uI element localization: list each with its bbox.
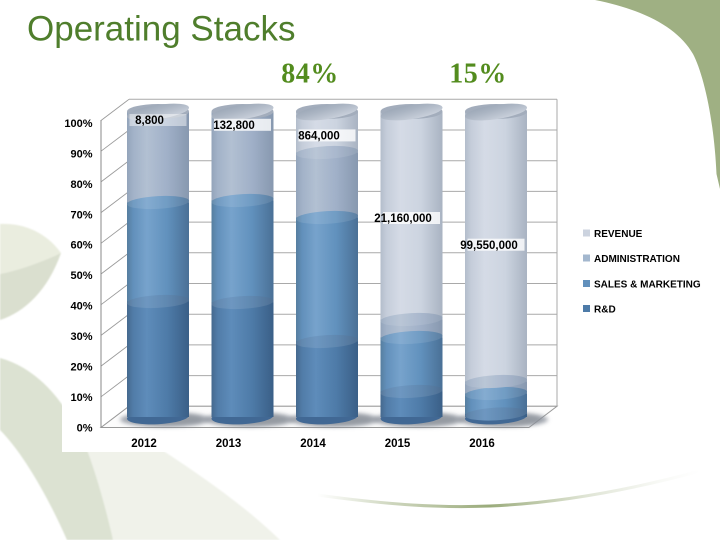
svg-text:99,550,000: 99,550,000 <box>460 240 518 252</box>
svg-text:70%: 70% <box>70 209 92 221</box>
svg-text:10%: 10% <box>70 392 92 404</box>
svg-text:20%: 20% <box>70 362 92 374</box>
svg-text:864,000: 864,000 <box>298 131 340 143</box>
svg-text:132,800: 132,800 <box>213 120 255 132</box>
svg-text:0%: 0% <box>77 423 93 435</box>
svg-text:15%: 15% <box>449 59 507 90</box>
svg-text:ADMINISTRATION: ADMINISTRATION <box>594 254 680 265</box>
svg-text:Operating Stacks: Operating Stacks <box>27 10 295 49</box>
svg-text:2013: 2013 <box>216 438 242 450</box>
svg-text:SALES & MARKETING: SALES & MARKETING <box>594 280 701 291</box>
svg-text:2016: 2016 <box>469 438 495 450</box>
svg-text:80%: 80% <box>70 179 92 191</box>
svg-text:8,800: 8,800 <box>135 115 164 127</box>
svg-text:2015: 2015 <box>385 438 411 450</box>
svg-text:2014: 2014 <box>300 438 326 450</box>
svg-text:90%: 90% <box>70 148 92 160</box>
svg-text:2012: 2012 <box>131 438 157 450</box>
svg-text:40%: 40% <box>70 301 92 313</box>
svg-text:REVENUE: REVENUE <box>594 229 643 240</box>
svg-text:100%: 100% <box>64 118 92 130</box>
svg-text:R&D: R&D <box>594 305 616 316</box>
svg-text:50%: 50% <box>70 270 92 282</box>
svg-text:84%: 84% <box>281 59 339 90</box>
svg-text:21,160,000: 21,160,000 <box>374 213 432 225</box>
svg-text:60%: 60% <box>70 240 92 252</box>
svg-text:30%: 30% <box>70 331 92 343</box>
